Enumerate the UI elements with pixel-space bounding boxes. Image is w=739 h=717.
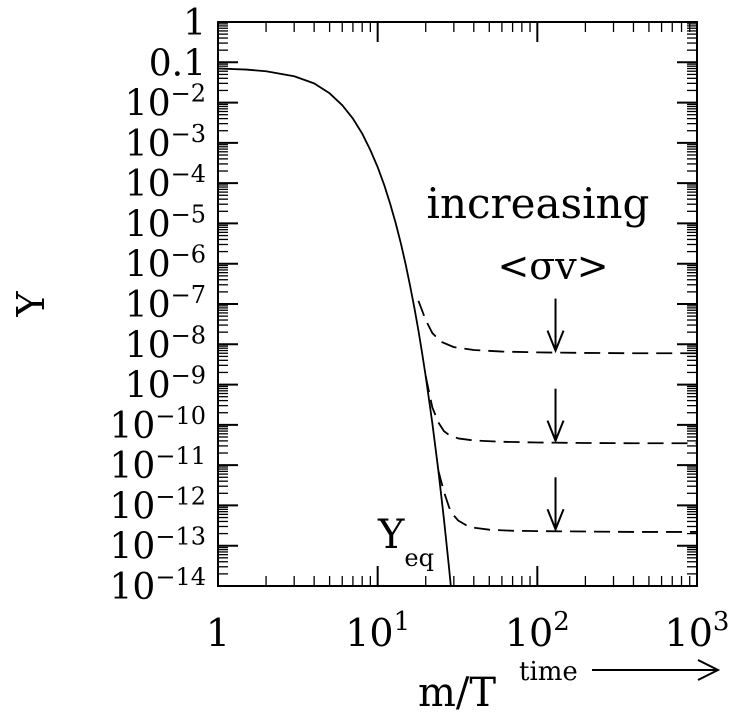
y-tick-exponent: −5 — [171, 200, 206, 228]
y-tick-exponent: −7 — [171, 281, 206, 309]
y-axis-label: Y — [9, 291, 53, 318]
y-tick-label: 10−8 — [125, 321, 206, 366]
y-tick-label: 10−2 — [125, 80, 206, 125]
x-axis-label: m/T — [418, 670, 496, 716]
y-tick-label: 10−4 — [125, 160, 206, 205]
y-tick-exponent: −11 — [155, 442, 206, 470]
y-tick-exponent: −2 — [171, 80, 206, 108]
y-tick-base: 10 — [125, 366, 171, 407]
y-tick-base: 10 — [125, 124, 171, 165]
y-tick-base: 10 — [125, 84, 171, 125]
freeze-out-curve-1 — [417, 300, 697, 355]
y-tick-exponent: −9 — [171, 362, 206, 390]
x-tick-exponent: 1 — [394, 607, 411, 637]
y-tick-exponent: −14 — [155, 563, 206, 591]
x-tick-exponent: 3 — [713, 607, 730, 637]
major-ticks — [217, 21, 698, 587]
y-tick-exponent: −10 — [155, 402, 206, 430]
y-tick-exponent: −3 — [171, 120, 206, 148]
increasing-label: increasing — [427, 179, 650, 228]
y-tick-label: 10−10 — [110, 402, 206, 447]
equilibrium-curve — [218, 67, 452, 586]
x-tick-label: 102 — [505, 607, 570, 655]
y-tick-label: 10−7 — [125, 281, 206, 326]
yeq-main: Y — [377, 512, 405, 558]
y-tick-base: 10 — [125, 245, 171, 286]
y-tick-base: 10 — [110, 567, 156, 608]
y-tick-label: 10−14 — [110, 563, 206, 608]
freeze-out-curve-3 — [437, 470, 697, 533]
down-arrows — [546, 298, 565, 532]
sigma-v-label: <σv> — [497, 244, 608, 288]
x-tick-base: 10 — [345, 611, 393, 655]
down-arrow-icon — [546, 298, 565, 354]
freeze-out-curve-2 — [424, 376, 697, 445]
y-tick-base: 10 — [125, 164, 171, 205]
time-label: time — [519, 657, 578, 687]
down-arrow-icon — [546, 477, 565, 532]
y-tick-label: 10−3 — [125, 120, 206, 165]
plot-frame — [217, 21, 698, 587]
y-tick-label: 1 — [183, 3, 206, 44]
y-tick-label: 10−11 — [110, 442, 206, 487]
y-tick-label: 10−13 — [110, 523, 206, 568]
down-arrow-icon — [546, 388, 565, 444]
yeq-subscript: eq — [404, 544, 434, 572]
x-tick-labels: 1 101 102 103 — [206, 607, 730, 655]
y-tick-base: 10 — [110, 527, 156, 568]
y-tick-label: 10−6 — [125, 241, 206, 286]
series-layer — [218, 67, 697, 586]
y-tick-base: 10 — [125, 204, 171, 245]
y-tick-base: 10 — [110, 446, 156, 487]
y-tick-exponent: −4 — [171, 160, 206, 188]
yeq-label: Yeq — [377, 512, 434, 572]
x-tick-label: 103 — [665, 607, 730, 655]
minor-ticks — [218, 22, 697, 586]
y-tick-exponent: −6 — [171, 241, 206, 269]
x-tick-base: 10 — [665, 611, 713, 655]
x-tick-base: 10 — [505, 611, 553, 655]
y-tick-label: 10−12 — [110, 482, 206, 527]
y-tick-labels: 10.110−210−310−410−510−610−710−810−910−1… — [110, 3, 206, 608]
y-tick-exponent: −8 — [171, 321, 206, 349]
x-tick-label: 101 — [345, 607, 410, 655]
y-tick-exponent: −12 — [155, 482, 206, 510]
y-tick-label: 0.1 — [149, 43, 206, 84]
y-tick-label: 10−5 — [125, 200, 206, 245]
x-tick-label: 1 — [206, 611, 230, 655]
x-tick-exponent: 2 — [553, 607, 570, 637]
y-tick-base: 10 — [125, 285, 171, 326]
y-tick-base: 10 — [110, 486, 156, 527]
y-tick-exponent: −13 — [155, 523, 206, 551]
y-tick-base: 10 — [110, 406, 156, 447]
y-tick-base: 10 — [125, 325, 171, 366]
time-arrow — [592, 659, 721, 681]
y-tick-label: 10−9 — [125, 362, 206, 407]
